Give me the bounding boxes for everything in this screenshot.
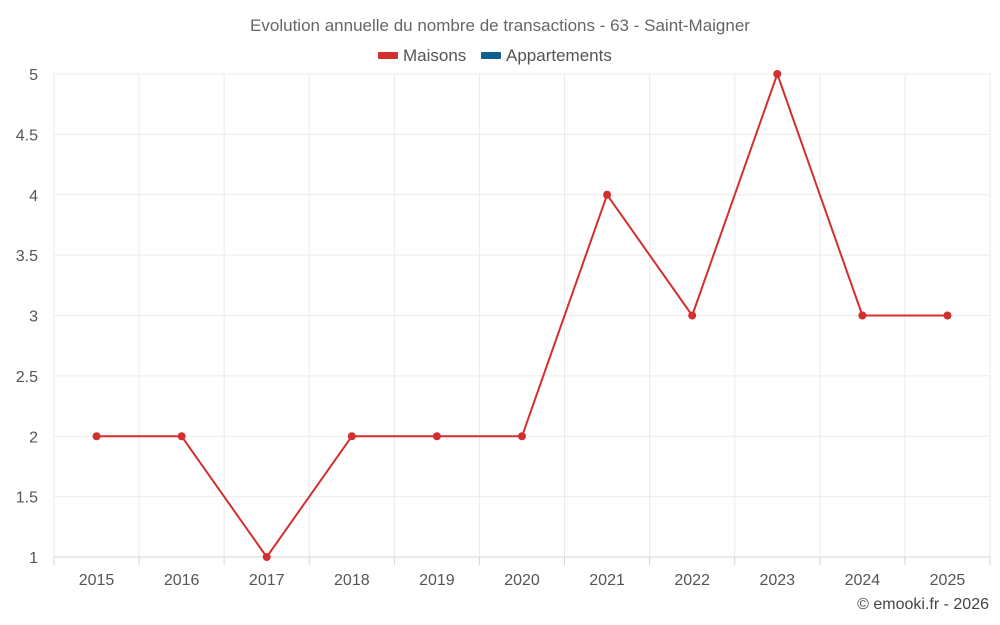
y-tick-label: 4.5 [16,127,38,144]
data-point[interactable] [347,432,356,441]
data-point[interactable] [943,311,952,320]
legend-label-appartements: Appartements [506,46,612,65]
y-tick-label: 1 [29,550,38,567]
x-tick-label: 2016 [164,572,200,589]
data-point[interactable] [603,190,612,199]
data-point[interactable] [518,432,526,441]
series-maisons [92,70,952,561]
data-point[interactable] [177,432,186,441]
data-point[interactable] [858,311,867,320]
y-tick-label: 3 [29,309,38,326]
x-tick-label: 2017 [249,572,285,589]
y-tick-label: 1.5 [16,490,38,507]
data-point[interactable] [262,553,271,561]
x-tick-label: 2024 [845,572,881,589]
legend-label-maisons: Maisons [403,46,466,65]
legend-item-maisons[interactable]: Maisons [378,46,466,65]
x-tick-label: 2021 [589,572,625,589]
x-tick-label: 2018 [334,572,370,589]
y-tick-label: 2 [29,429,38,446]
data-point[interactable] [92,432,101,441]
chart-title: Evolution annuelle du nombre de transact… [250,16,750,35]
x-axis: 2015 2016 2017 2018 2019 2020 2021 2022 2023 2024… [53,556,991,589]
x-tick-label: 2015 [79,572,115,589]
y-tick-label: 3.5 [16,248,38,265]
y-tick-label: 4 [29,188,38,205]
y-tick-label: 5 [29,67,38,84]
credit-text: © emooki.fr - 2026 [857,596,989,613]
x-tick-label: 2023 [759,572,795,589]
legend-swatch-appartements [481,52,501,59]
legend-swatch-maisons [378,52,398,59]
data-point[interactable] [773,70,782,78]
x-tick-label: 2022 [674,572,710,589]
data-point[interactable] [688,311,697,320]
x-tick-label: 2020 [504,572,540,589]
grid [53,73,991,557]
y-axis: 1 1.5 2 2.5 3 3.5 4 4.5 5 [16,67,38,567]
legend-item-appartements[interactable]: Appartements [481,46,612,65]
x-tick-label: 2019 [419,572,455,589]
data-point[interactable] [432,432,441,441]
legend: Maisons Appartements [378,46,612,65]
x-tick-label: 2025 [930,572,966,589]
y-tick-label: 2.5 [16,369,38,386]
